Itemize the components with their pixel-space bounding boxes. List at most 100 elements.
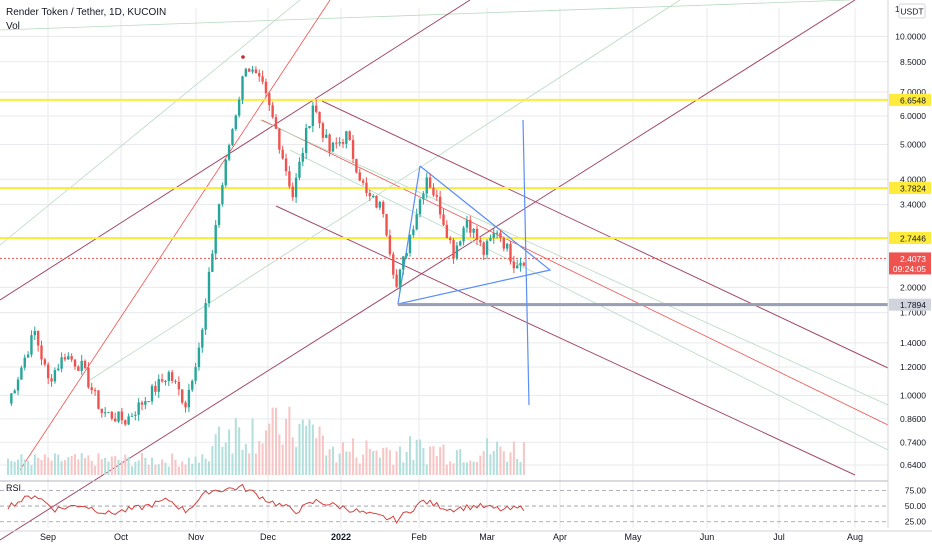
candle-body[interactable] (358, 172, 361, 181)
candle-body[interactable] (154, 385, 157, 392)
candle-body[interactable] (335, 142, 338, 144)
rsi-line[interactable] (7, 483, 525, 524)
candle-body[interactable] (281, 149, 284, 159)
candle-body[interactable] (519, 262, 522, 266)
candle-body[interactable] (187, 389, 191, 408)
candle-body[interactable] (13, 390, 16, 394)
candle-body[interactable] (469, 220, 472, 233)
candle-body[interactable] (237, 99, 241, 116)
candle-body[interactable] (47, 364, 50, 379)
candle-body[interactable] (462, 227, 465, 242)
candle-body[interactable] (254, 69, 258, 74)
candle-body[interactable] (83, 360, 87, 368)
candle-body[interactable] (201, 329, 204, 348)
candle-body[interactable] (331, 142, 335, 152)
candle-body[interactable] (502, 237, 505, 249)
candle-body[interactable] (479, 239, 482, 243)
candle-body[interactable] (355, 158, 358, 173)
candle-body[interactable] (268, 93, 271, 106)
candle-body[interactable] (472, 228, 475, 233)
candle-body[interactable] (516, 265, 519, 269)
candle-body[interactable] (261, 76, 264, 82)
candle-body[interactable] (130, 415, 134, 417)
candle-body[interactable] (23, 357, 26, 368)
candle-body[interactable] (57, 368, 60, 371)
candle-body[interactable] (127, 416, 130, 425)
candle-body[interactable] (224, 159, 227, 186)
candle-body[interactable] (442, 214, 445, 225)
candle-body[interactable] (438, 196, 442, 215)
candle-body[interactable] (412, 229, 415, 235)
candle-body[interactable] (140, 402, 144, 405)
candle-body[interactable] (97, 390, 100, 409)
candle-body[interactable] (241, 76, 244, 100)
candle-body[interactable] (50, 378, 53, 382)
candle-body[interactable] (294, 177, 298, 198)
candle-body[interactable] (495, 232, 499, 234)
candle-body[interactable] (191, 380, 194, 390)
candle-body[interactable] (26, 354, 30, 358)
candle-body[interactable] (20, 367, 23, 380)
candle-body[interactable] (288, 171, 291, 187)
currency-box[interactable] (898, 3, 926, 19)
candle-body[interactable] (258, 73, 261, 77)
candle-body[interactable] (147, 401, 150, 403)
candle-body[interactable] (465, 220, 469, 228)
candle-body[interactable] (53, 370, 57, 382)
candle-body[interactable] (341, 142, 345, 144)
candle-body[interactable] (325, 134, 328, 138)
candle-body[interactable] (445, 224, 449, 239)
candle-body[interactable] (63, 357, 67, 360)
candle-body[interactable] (301, 152, 304, 162)
candle-body[interactable] (365, 182, 368, 193)
candle-body[interactable] (395, 274, 398, 287)
candle-body[interactable] (375, 196, 378, 208)
candle-body[interactable] (10, 393, 13, 404)
candle-body[interactable] (251, 69, 254, 72)
candle-body[interactable] (248, 68, 251, 72)
candle-body[interactable] (449, 238, 452, 240)
candle-body[interactable] (452, 239, 455, 259)
candle-body[interactable] (43, 359, 47, 365)
candle-body[interactable] (475, 228, 479, 240)
candle-body[interactable] (308, 126, 311, 129)
candle-body[interactable] (304, 128, 308, 153)
candle-body[interactable] (144, 401, 147, 405)
candle-body[interactable] (221, 185, 224, 205)
candle-body[interactable] (485, 240, 489, 255)
candle-body[interactable] (492, 233, 495, 238)
candle-body[interactable] (505, 243, 509, 249)
candle-body[interactable] (160, 379, 164, 382)
candle-body[interactable] (398, 269, 402, 287)
candle-body[interactable] (30, 335, 33, 355)
level-price-tag[interactable] (889, 181, 931, 194)
candle-body[interactable] (271, 105, 274, 118)
candle-body[interactable] (489, 237, 492, 241)
candle-body[interactable] (197, 347, 201, 368)
candle-body[interactable] (134, 414, 137, 416)
candle-body[interactable] (211, 253, 214, 272)
candle-body[interactable] (194, 367, 197, 381)
candle-body[interactable] (137, 402, 140, 415)
current-price-tag[interactable] (889, 252, 931, 275)
candle-body[interactable] (157, 379, 160, 392)
candle-body[interactable] (368, 192, 371, 197)
candle-body[interactable] (73, 359, 77, 367)
candle-body[interactable] (482, 242, 485, 255)
candle-body[interactable] (371, 196, 375, 198)
candle-body[interactable] (33, 330, 36, 336)
candle-body[interactable] (459, 241, 462, 246)
candle-body[interactable] (164, 380, 167, 382)
candle-body[interactable] (120, 411, 124, 421)
candle-body[interactable] (338, 142, 341, 144)
candle-body[interactable] (67, 356, 70, 360)
candle-body[interactable] (184, 402, 187, 408)
level-price-tag[interactable] (889, 231, 931, 244)
candle-body[interactable] (214, 224, 217, 254)
candle-body[interactable] (124, 420, 127, 425)
candle-body[interactable] (348, 131, 351, 140)
candle-body[interactable] (509, 243, 512, 262)
candle-body[interactable] (227, 145, 231, 160)
candle-body[interactable] (80, 360, 83, 371)
